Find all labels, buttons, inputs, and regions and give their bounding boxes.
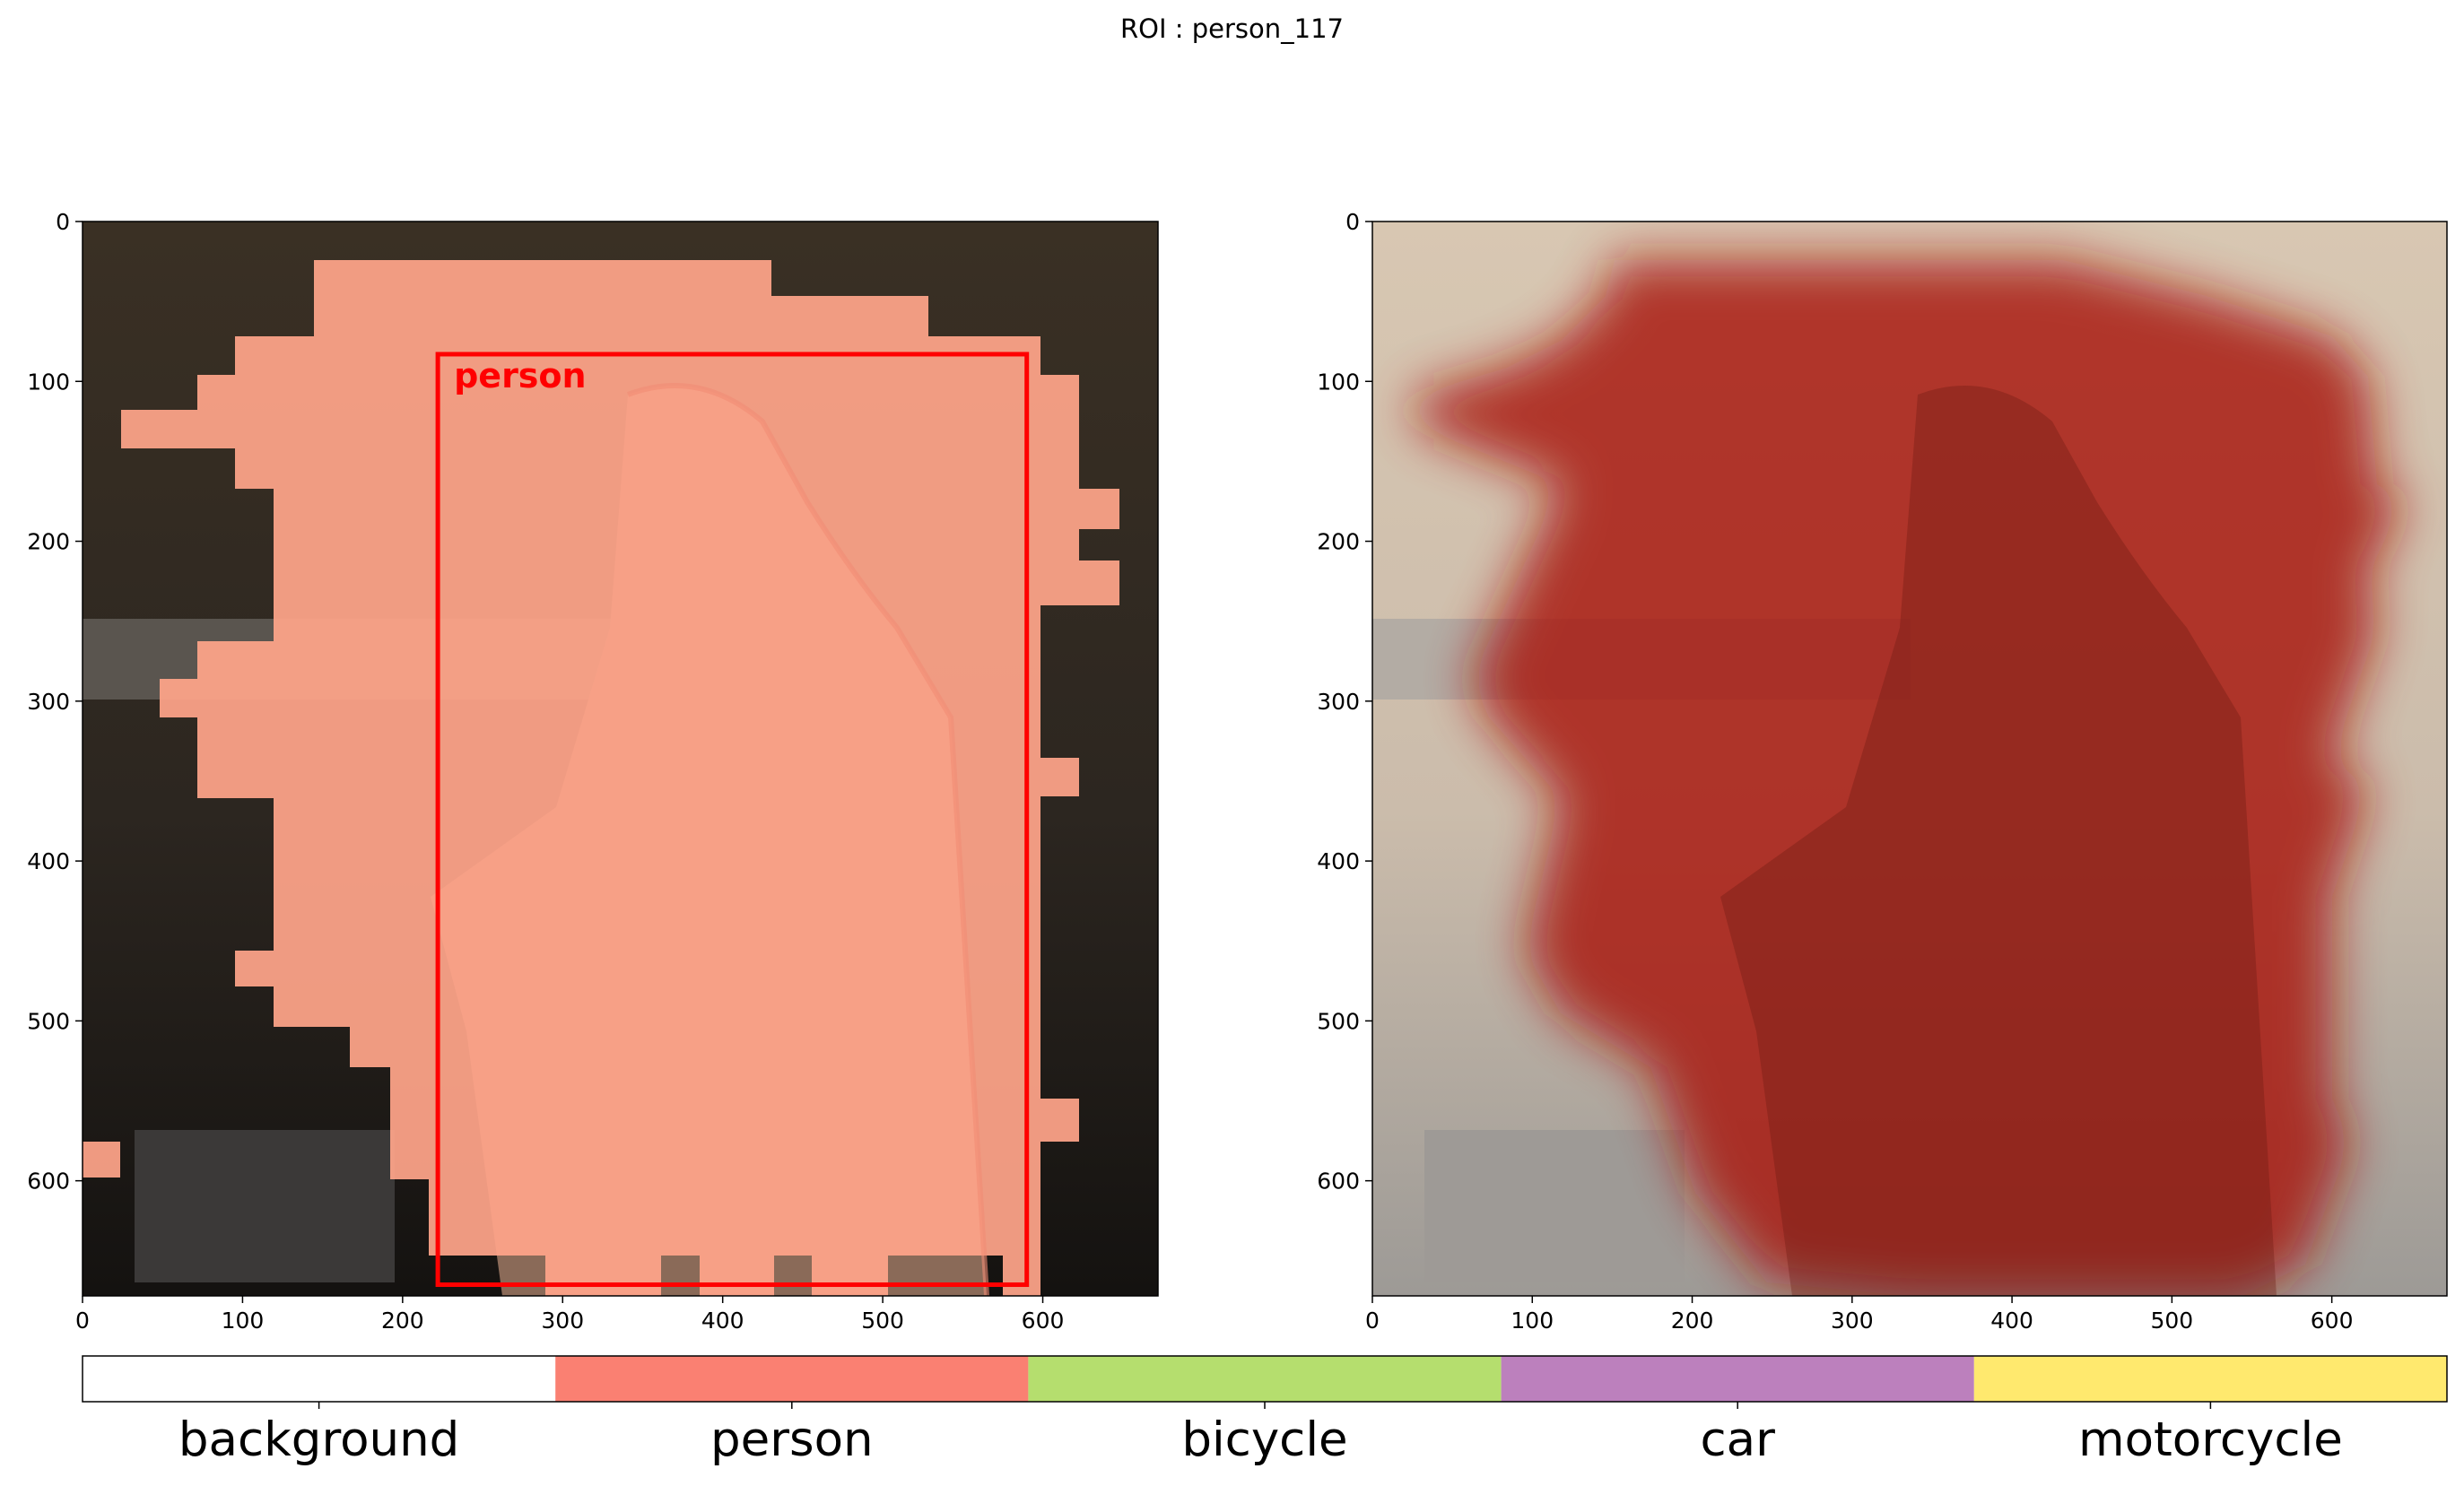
- right-x-tick-label: 200: [1671, 1308, 1714, 1334]
- left-x-axis: 0 100 200 300 400 500 600: [75, 1296, 1064, 1334]
- right-x-axis: 0 100 200 300 400 500 600: [1365, 1296, 2354, 1334]
- left-panel: person: [83, 222, 1158, 1296]
- roi-box-label: person: [454, 356, 587, 395]
- legend-label-motorcycle: motorcycle: [2078, 1412, 2343, 1467]
- right-axes-frame: [1371, 221, 2448, 1297]
- legend-swatch-person: [555, 1356, 1029, 1402]
- right-y-tick-label: 600: [1317, 1169, 1360, 1195]
- left-y-tick-label: 0: [56, 209, 70, 235]
- legend-label-bicycle: bicycle: [1181, 1412, 1347, 1467]
- right-x-tick-label: 100: [1511, 1308, 1554, 1334]
- legend-label-background: background: [178, 1412, 459, 1467]
- left-x-tick-label: 400: [701, 1308, 744, 1334]
- legend-swatch-car: [1501, 1356, 1974, 1402]
- figure-title: ROI : person_117: [1120, 13, 1344, 44]
- legend-label-car: car: [1700, 1412, 1775, 1467]
- right-x-tick-label: 0: [1365, 1308, 1380, 1334]
- left-y-axis: 0 100 200 300 400 500 600: [27, 209, 83, 1195]
- left-y-tick-label: 300: [27, 689, 70, 715]
- right-y-tick-label: 300: [1317, 689, 1360, 715]
- right-x-tick-label: 400: [1990, 1308, 2033, 1334]
- right-y-tick-label: 500: [1317, 1008, 1360, 1034]
- person-segmentation-mask: [121, 260, 1119, 1296]
- legend-swatch-bicycle: [1028, 1356, 1502, 1402]
- left-y-tick-label: 600: [27, 1169, 70, 1195]
- right-tray: [1424, 1130, 1685, 1282]
- left-y-tick-label: 200: [27, 529, 70, 555]
- left-y-tick-label: 500: [27, 1008, 70, 1034]
- left-person-outline: [626, 383, 989, 1296]
- left-x-tick-label: 300: [541, 1308, 584, 1334]
- right-y-tick-label: 100: [1317, 369, 1360, 395]
- left-x-tick-label: 0: [75, 1308, 90, 1334]
- left-x-tick-label: 600: [1022, 1308, 1065, 1334]
- legend-label-person: person: [710, 1412, 874, 1467]
- right-y-tick-label: 400: [1317, 848, 1360, 874]
- left-tray: [135, 1130, 395, 1282]
- right-person-silhouette: [1720, 386, 2277, 1296]
- right-panel: [1372, 222, 2447, 1296]
- legend-swatch-background: [83, 1356, 556, 1402]
- roi-bounding-box: [435, 352, 1030, 1288]
- right-y-tick-label: 0: [1345, 209, 1360, 235]
- left-y-tick-label: 400: [27, 848, 70, 874]
- right-y-tick-label: 200: [1317, 529, 1360, 555]
- legend-swatch-motorcycle: [1973, 1356, 2447, 1402]
- right-x-tick-label: 300: [1831, 1308, 1874, 1334]
- right-x-tick-label: 500: [2151, 1308, 2194, 1334]
- attention-heatmap: [1417, 260, 2404, 1296]
- person-segmentation-mask-fragment: [83, 1142, 120, 1178]
- right-y-axis: 0 100 200 300 400 500 600: [1317, 209, 1372, 1195]
- left-axes-frame: [82, 221, 1159, 1297]
- left-x-tick-label: 100: [222, 1308, 265, 1334]
- legend-frame: [82, 1355, 2448, 1403]
- left-y-tick-label: 100: [27, 369, 70, 395]
- left-x-tick-label: 500: [861, 1308, 904, 1334]
- left-x-tick-label: 200: [381, 1308, 424, 1334]
- class-legend: background person bicycle car motorcycle: [82, 1355, 2448, 1467]
- right-x-tick-label: 600: [2311, 1308, 2354, 1334]
